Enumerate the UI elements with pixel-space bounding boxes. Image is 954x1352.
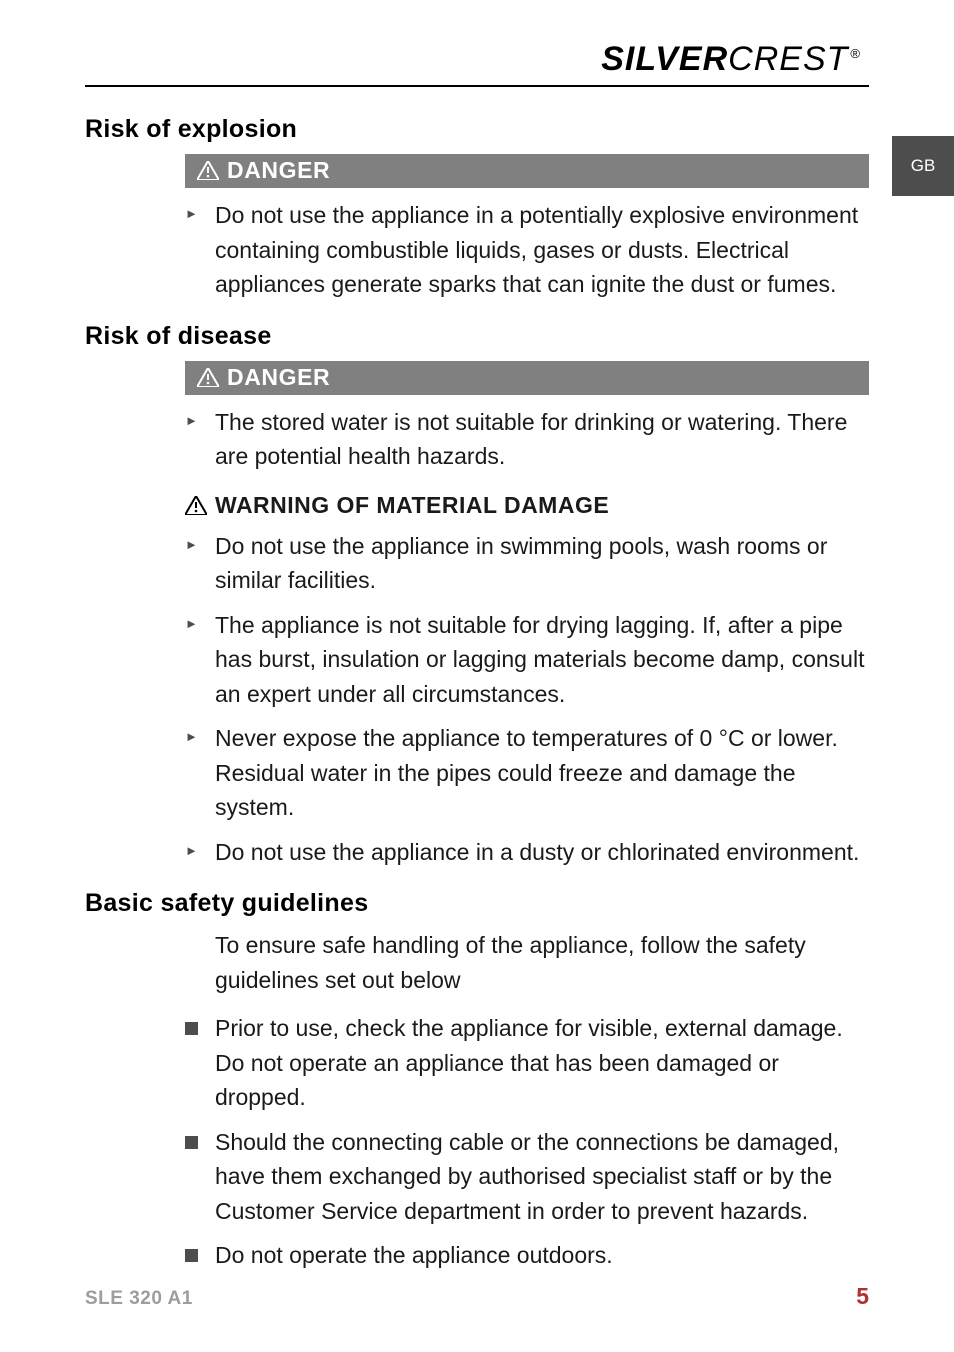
header-rule — [85, 85, 869, 87]
list-item: Prior to use, check the appliance for vi… — [185, 1011, 869, 1115]
danger-banner-explosion: DANGER — [185, 154, 869, 188]
section-title-safety: Basic safety guidelines — [85, 889, 869, 918]
material-damage-subhead: WARNING OF MATERIAL DAMAGE — [185, 492, 869, 519]
list-item: Never expose the appliance to temperatur… — [185, 721, 869, 825]
danger-label: DANGER — [227, 364, 330, 391]
page: SILVERCREST® GB Risk of explosion DANGER… — [0, 0, 954, 1352]
language-code: GB — [911, 156, 936, 176]
brand-registered: ® — [850, 46, 861, 61]
list-item: Do not use the appliance in a potentiall… — [185, 198, 869, 302]
material-damage-label: WARNING OF MATERIAL DAMAGE — [215, 492, 609, 519]
section-title-disease: Risk of disease — [85, 322, 869, 351]
page-number: 5 — [856, 1283, 869, 1310]
list-item: The appliance is not suitable for drying… — [185, 608, 869, 712]
brand-thin: CREST — [728, 40, 848, 78]
list-item: The stored water is not suitable for dri… — [185, 405, 869, 474]
danger-label: DANGER — [227, 157, 330, 184]
list-item: Should the connecting cable or the conne… — [185, 1125, 869, 1229]
list-item: Do not use the appliance in swimming poo… — [185, 529, 869, 598]
list-item: Do not operate the appliance outdoors. — [185, 1238, 869, 1273]
safety-list: Prior to use, check the appliance for vi… — [185, 1011, 869, 1273]
content-area: Risk of explosion DANGER Do not use the … — [85, 115, 869, 1273]
brand-logo: SILVERCREST® — [85, 40, 869, 79]
page-footer: SLE 320 A1 5 — [85, 1283, 869, 1310]
disease-list: The stored water is not suitable for dri… — [185, 405, 869, 474]
model-number: SLE 320 A1 — [85, 1288, 193, 1310]
language-tab: GB — [892, 136, 954, 196]
safety-intro: To ensure safe handling of the appliance… — [215, 928, 869, 997]
section-title-explosion: Risk of explosion — [85, 115, 869, 144]
list-item: Do not use the appliance in a dusty or c… — [185, 835, 869, 870]
warning-triangle-icon — [185, 496, 207, 515]
warning-triangle-icon — [197, 161, 219, 180]
danger-banner-disease: DANGER — [185, 361, 869, 395]
warning-triangle-icon — [197, 368, 219, 387]
brand-bold: SILVER — [601, 40, 728, 78]
material-list: Do not use the appliance in swimming poo… — [185, 529, 869, 870]
explosion-list: Do not use the appliance in a potentiall… — [185, 198, 869, 302]
